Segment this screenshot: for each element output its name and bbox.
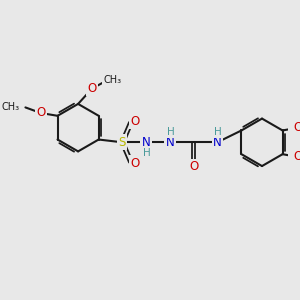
Text: H: H [167,127,174,137]
Text: O: O [293,151,300,164]
Text: O: O [189,160,198,173]
Text: O: O [87,82,97,95]
Text: N: N [142,136,151,149]
Text: N: N [213,136,222,149]
Text: H: H [143,148,151,158]
Text: O: O [130,157,140,170]
Text: N: N [166,136,174,149]
Text: O: O [130,115,140,128]
Text: CH₃: CH₃ [103,75,122,85]
Text: H: H [214,127,222,137]
Text: O: O [36,106,45,119]
Text: S: S [119,136,126,149]
Text: CH₃: CH₃ [1,102,19,112]
Text: O: O [293,121,300,134]
